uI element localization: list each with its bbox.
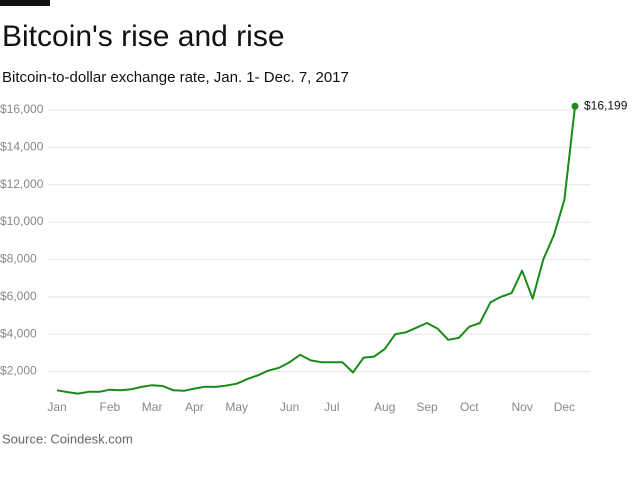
y-tick-label: $14,000 [0, 139, 44, 153]
x-tick-label: Oct [460, 400, 479, 414]
chart-title: Bitcoin's rise and rise [2, 20, 285, 53]
x-tick-label: Aug [374, 400, 395, 414]
y-tick-label: $6,000 [0, 289, 37, 303]
x-tick-label: Mar [142, 400, 163, 414]
source: Source: Coindesk.com [2, 431, 133, 446]
y-tick-label: $12,000 [0, 177, 44, 191]
y-tick-label: $2,000 [0, 364, 37, 378]
x-tick-label: Apr [185, 400, 204, 414]
end-point [571, 102, 579, 110]
y-tick-label: $16,000 [0, 102, 44, 116]
x-tick-label: May [225, 400, 248, 414]
line [56, 106, 576, 395]
y-tick-label: $8,000 [0, 252, 37, 266]
x-tick-label: Jan [47, 400, 66, 414]
x-tick-label: Jul [324, 400, 339, 414]
x-tick-label: Dec [554, 400, 575, 414]
x-tick-label: Sep [416, 400, 438, 414]
x-tick-label: Jun [280, 400, 299, 414]
brand-bar [0, 0, 50, 6]
chart-subtitle: Bitcoin-to-dollar exchange rate, Jan. 1-… [2, 69, 349, 86]
value-label: $16,199 [584, 98, 628, 112]
y-tick-label: $4,000 [0, 326, 37, 340]
x-tick-label: Feb [100, 400, 121, 414]
x-tick-label: Nov [511, 400, 532, 414]
y-tick-label: $10,000 [0, 214, 44, 228]
